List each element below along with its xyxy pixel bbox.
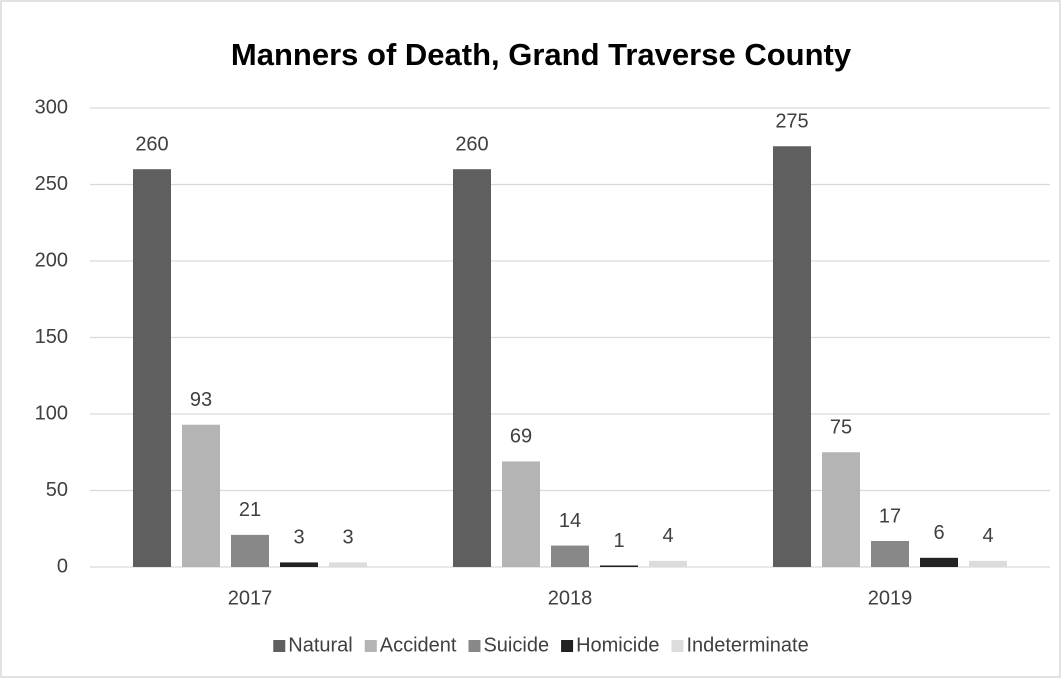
data-label: 6	[933, 522, 944, 544]
bar	[329, 562, 367, 567]
bar	[822, 452, 860, 567]
legend-swatch	[273, 640, 286, 652]
y-tick-label: 300	[35, 96, 68, 118]
y-tick-label: 250	[35, 173, 68, 195]
data-label: 3	[342, 527, 353, 549]
y-tick-label: 200	[35, 249, 68, 271]
data-label: 1	[613, 530, 624, 552]
bar	[871, 540, 909, 567]
y-tick-label: 50	[46, 479, 68, 501]
data-label: 17	[879, 505, 901, 527]
legend-swatch	[671, 640, 684, 652]
legend-swatch	[364, 640, 377, 652]
data-label: 3	[293, 527, 304, 549]
legend-label: Homicide	[576, 634, 659, 656]
bar	[773, 146, 811, 567]
bar	[182, 424, 220, 567]
data-label: 75	[830, 417, 852, 439]
data-label: 14	[559, 510, 581, 532]
bar	[453, 169, 491, 567]
legend-label: Accident	[380, 634, 457, 656]
bar	[551, 545, 589, 567]
data-label: 275	[775, 111, 808, 133]
bar	[600, 565, 638, 567]
x-tick-label: 2019	[868, 587, 913, 609]
bar	[969, 560, 1007, 567]
y-tick-label: 0	[57, 555, 68, 577]
bar	[133, 169, 171, 567]
legend-swatch	[468, 640, 481, 652]
bar	[231, 534, 269, 567]
bar	[502, 461, 540, 567]
bar	[280, 562, 318, 567]
legend-label: Suicide	[483, 634, 549, 656]
x-tick-label: 2017	[228, 587, 273, 609]
x-tick-label: 2018	[548, 587, 593, 609]
data-label: 93	[190, 389, 212, 411]
data-label: 4	[982, 525, 993, 547]
y-tick-label: 150	[35, 326, 68, 348]
chart-title: Manners of Death, Grand Traverse County	[231, 37, 852, 72]
legend-label: Natural	[288, 634, 352, 656]
bar	[649, 560, 687, 567]
legend-swatch	[561, 640, 574, 652]
legend-label: Indeterminate	[686, 634, 808, 656]
y-tick-label: 100	[35, 402, 68, 424]
data-label: 260	[455, 133, 488, 155]
bar	[920, 557, 958, 567]
data-label: 69	[510, 426, 532, 448]
data-label: 21	[239, 499, 261, 521]
data-label: 4	[662, 525, 673, 547]
data-label: 260	[135, 133, 168, 155]
